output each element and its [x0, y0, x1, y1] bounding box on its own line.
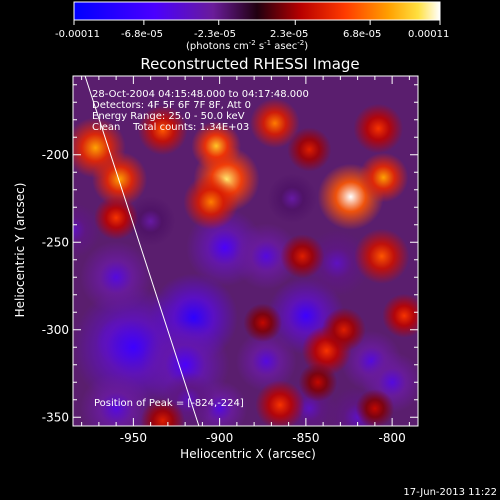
timestamp: 17-Jun-2013 11:22: [403, 487, 497, 498]
negative-blob: [233, 223, 300, 290]
positive-blob: [255, 380, 305, 426]
plot-area: [73, 76, 418, 426]
positive-blob: [298, 362, 338, 402]
positive-blob: [243, 303, 283, 343]
peak-position-label: Position of Peak = [-824,-224]: [94, 398, 244, 409]
y-axis-ticks: -350 -300 -250 -200: [42, 84, 418, 424]
annotation-counts: Clean Total counts: 1.34E+03: [92, 122, 249, 133]
positive-blob: [137, 105, 188, 156]
x-axis-label: Heliocentric X (arcsec): [180, 447, 316, 461]
positive-blob: [353, 103, 404, 154]
limb-line: [84, 76, 200, 426]
x-tick-label: -950: [120, 431, 147, 445]
negative-blob: [80, 241, 153, 314]
y-axis-label: Heliocentric Y (arcsec): [13, 183, 27, 318]
colorbar-tick-label: 2.3e-05: [270, 29, 308, 40]
colorbar-tick-label: 0.00011: [408, 29, 449, 40]
positive-blob: [358, 152, 409, 203]
positive-blob: [355, 389, 395, 426]
positive-blob: [354, 228, 410, 284]
colorbar-frame: [73, 1, 441, 21]
annotation-detectors: Detectors: 4F 5F 6F 7F 8F, Att 0: [92, 100, 251, 111]
negative-blob: [73, 202, 101, 258]
x-axis-ticks: -950 -900 -850 -800: [81, 76, 410, 445]
positive-blob: [280, 234, 325, 279]
positive-blob: [140, 398, 185, 426]
x-tick-label: -800: [379, 431, 406, 445]
colorbar-tick-label: -0.00011: [55, 29, 100, 40]
annotations: 28-Oct-2004 04:15:48.000 to 04:17:48.000…: [92, 89, 309, 409]
y-tick-label: -200: [42, 148, 69, 162]
chart-title: Reconstructed RHESSI Image: [140, 55, 359, 73]
positive-blob: [382, 293, 418, 338]
colorbar-unit-label: (photons cm-2 s-1 asec-2): [186, 39, 308, 52]
colorbar-ticks: [73, 20, 441, 25]
x-tick-label: -900: [206, 431, 233, 445]
negative-blob: [80, 372, 152, 426]
colorbar-tick-label: -2.3e-05: [194, 29, 236, 40]
positive-blob: [91, 151, 148, 207]
x-tick-label: -850: [292, 431, 319, 445]
negative-blob: [267, 173, 317, 224]
annotation-time: 28-Oct-2004 04:15:48.000 to 04:17:48.000: [92, 89, 309, 100]
y-tick-label: -350: [42, 410, 69, 424]
annotation-energy: Energy Range: 25.0 - 50.0 keV: [92, 111, 245, 122]
colorbar-tick-label: -6.8e-05: [121, 29, 163, 40]
colorbar: -0.00011 -6.8e-05 -2.3e-05 2.3e-05 6.8e-…: [55, 1, 449, 52]
y-tick-label: -250: [42, 235, 69, 249]
plot-frame: [72, 75, 419, 427]
heatmap: [73, 98, 418, 426]
positive-blob: [321, 307, 366, 352]
positive-blob: [191, 121, 242, 171]
y-tick-label: -300: [42, 323, 69, 337]
positive-blob: [183, 174, 239, 230]
negative-blob: [235, 330, 297, 392]
positive-blob: [287, 127, 332, 172]
negative-blob: [125, 196, 176, 247]
colorbar-bar: [74, 2, 440, 20]
positive-blob: [249, 98, 300, 149]
colorbar-tick-label: 6.8e-05: [343, 29, 381, 40]
